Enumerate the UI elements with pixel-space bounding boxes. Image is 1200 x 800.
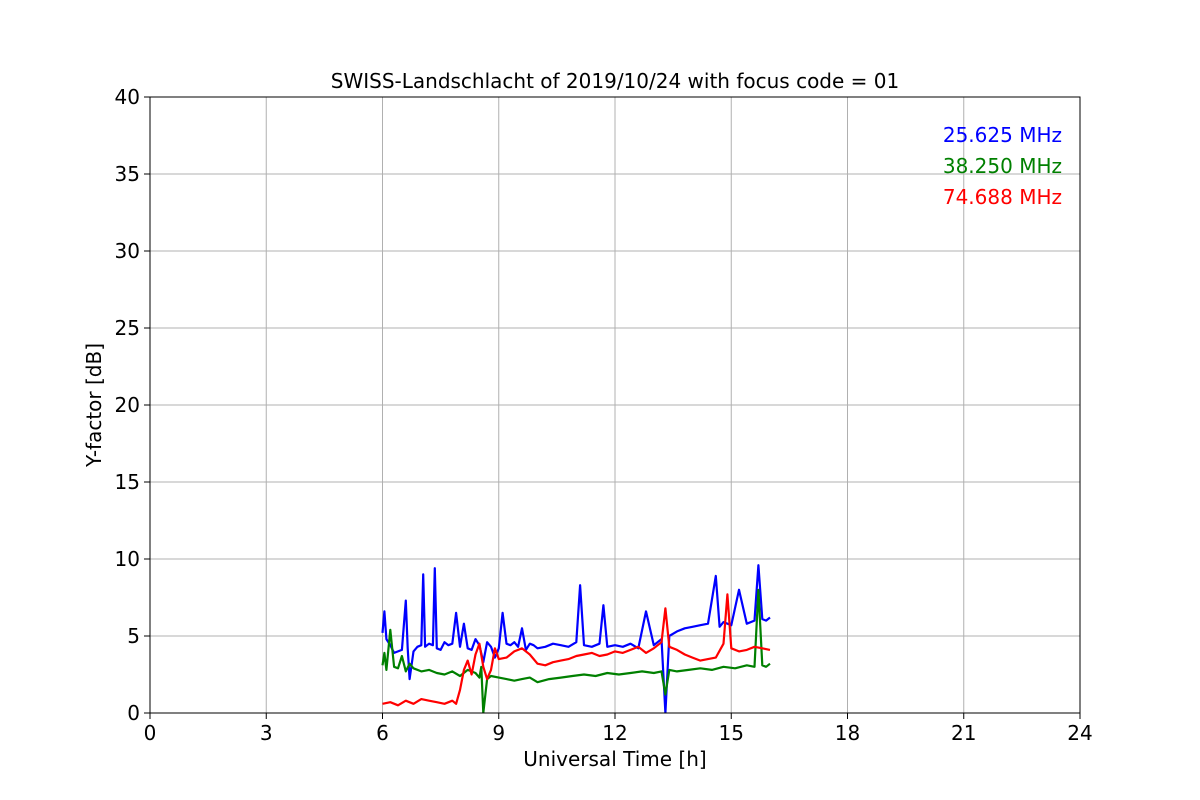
series-line-1 — [381, 588, 771, 713]
x-axis-label: Universal Time [h] — [523, 747, 706, 771]
chart-title: SWISS-Landschlacht of 2019/10/24 with fo… — [331, 69, 899, 93]
x-tick-label: 24 — [1067, 721, 1092, 745]
x-axis: 0 3 6 9 12 15 18 21 24 — [144, 713, 1093, 745]
y-axis: 0 5 10 15 20 25 30 35 40 — [115, 85, 150, 725]
y-tick-label: 20 — [115, 393, 140, 417]
y-tick-label: 0 — [127, 701, 140, 725]
y-tick-label: 15 — [115, 470, 140, 494]
x-tick-label: 18 — [835, 721, 860, 745]
legend: 25.625 MHz 38.250 MHz 74.688 MHz — [943, 123, 1062, 209]
x-tick-label: 15 — [719, 721, 744, 745]
series-line-0 — [381, 564, 771, 713]
x-tick-label: 9 — [492, 721, 505, 745]
x-tick-label: 21 — [951, 721, 976, 745]
legend-entry: 74.688 MHz — [943, 185, 1062, 209]
series-line-2 — [382, 593, 771, 707]
x-tick-label: 3 — [260, 721, 273, 745]
y-tick-label: 25 — [115, 316, 140, 340]
x-tick-label: 12 — [602, 721, 627, 745]
y-axis-label: Y-factor [dB] — [82, 343, 106, 468]
legend-entry: 25.625 MHz — [943, 123, 1062, 147]
y-tick-label: 5 — [127, 624, 140, 648]
x-tick-label: 0 — [144, 721, 157, 745]
y-tick-label: 40 — [115, 85, 140, 109]
legend-entry: 38.250 MHz — [943, 154, 1062, 178]
y-tick-label: 35 — [115, 162, 140, 186]
x-tick-label: 6 — [376, 721, 389, 745]
y-tick-label: 10 — [115, 547, 140, 571]
series-layer — [381, 564, 771, 713]
y-tick-label: 30 — [115, 239, 140, 263]
